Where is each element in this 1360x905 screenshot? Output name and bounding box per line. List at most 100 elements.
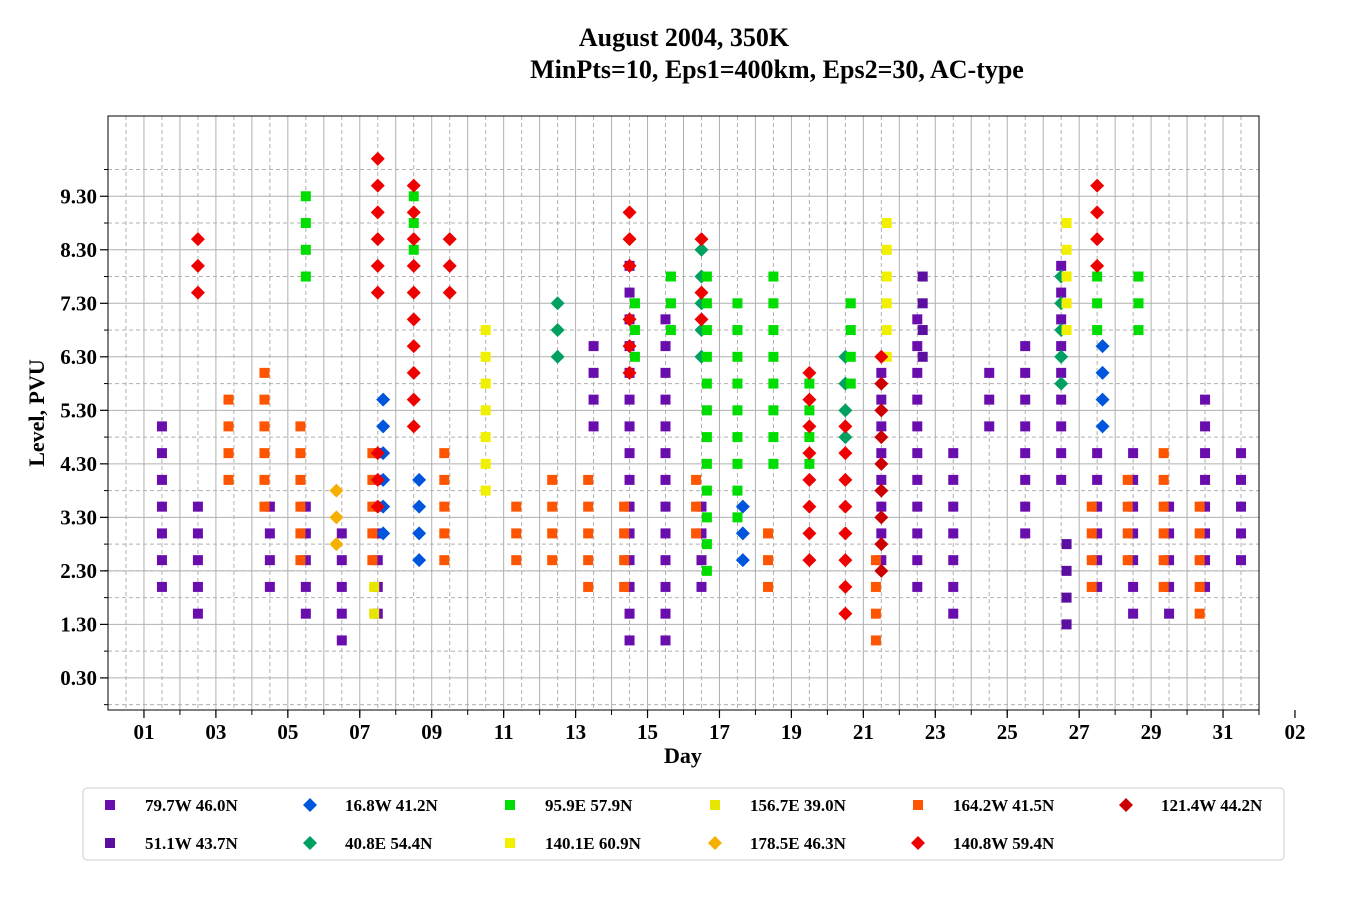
data-point: [480, 351, 491, 362]
data-point: [223, 448, 234, 459]
data-point: [223, 394, 234, 405]
data-point: [1086, 528, 1097, 539]
data-point: [696, 555, 707, 566]
data-point: [439, 501, 450, 512]
data-point: [264, 555, 275, 566]
data-point: [1061, 539, 1072, 550]
data-point: [660, 394, 671, 405]
data-point: [336, 528, 347, 539]
legend-marker: [505, 838, 515, 848]
data-point: [619, 501, 630, 512]
data-point: [874, 403, 889, 418]
data-point: [583, 581, 594, 592]
legend-marker: [913, 800, 923, 810]
data-point: [802, 446, 817, 461]
data-point: [912, 314, 923, 325]
data-point: [1020, 421, 1031, 432]
data-point: [1092, 474, 1103, 485]
data-point: [406, 205, 421, 220]
data-point: [838, 403, 853, 418]
data-point: [1095, 365, 1110, 380]
data-point: [511, 528, 522, 539]
data-point: [802, 472, 817, 487]
data-point: [406, 392, 421, 407]
chart-title-line2: MinPts=10, Eps1=400km, Eps2=30, AC-type: [530, 55, 1024, 84]
data-point: [336, 581, 347, 592]
data-point: [660, 367, 671, 378]
data-point: [295, 501, 306, 512]
data-point: [1056, 394, 1067, 405]
data-point: [701, 378, 712, 389]
x-tick-label: 07: [349, 720, 370, 744]
data-point: [1056, 314, 1067, 325]
data-point: [329, 483, 344, 498]
data-point: [1086, 555, 1097, 566]
data-point: [1095, 392, 1110, 407]
x-tick-label: 02: [1284, 720, 1305, 744]
data-point: [874, 483, 889, 498]
data-point: [912, 448, 923, 459]
data-point: [1090, 232, 1105, 247]
data-point: [804, 458, 815, 469]
data-point: [1128, 555, 1139, 566]
data-point: [1200, 581, 1211, 592]
data-point: [732, 485, 743, 496]
data-point: [295, 528, 306, 539]
data-point: [629, 325, 640, 336]
data-point: [912, 367, 923, 378]
data-point: [295, 448, 306, 459]
data-point: [874, 563, 889, 578]
data-point: [732, 378, 743, 389]
data-point: [412, 553, 427, 568]
legend-label: 164.2W 41.5N: [953, 796, 1055, 815]
data-point: [763, 528, 774, 539]
legend-marker: [505, 800, 515, 810]
legend: 79.7W 46.0N 16.8W 41.2N 95.9E 57.9N 156.7E …: [82, 787, 1285, 861]
data-point: [370, 258, 385, 273]
data-point: [694, 242, 709, 257]
data-point: [259, 421, 270, 432]
chart-title-line1: August 2004, 350K: [579, 23, 790, 52]
data-point: [732, 298, 743, 309]
data-point: [336, 635, 347, 646]
data-point: [948, 501, 959, 512]
x-tick-label: 25: [997, 720, 1018, 744]
legend-marker: [911, 836, 925, 850]
data-point: [876, 448, 887, 459]
data-point: [1200, 421, 1211, 432]
data-point: [1200, 474, 1211, 485]
data-point: [295, 474, 306, 485]
data-point: [406, 258, 421, 273]
data-point: [480, 405, 491, 416]
x-tick-label: 19: [781, 720, 802, 744]
data-point: [1158, 581, 1169, 592]
data-point: [917, 351, 928, 362]
data-point: [694, 232, 709, 247]
y-tick-label: 8.30: [60, 238, 97, 262]
x-tick-label: 03: [205, 720, 226, 744]
axis-ticks: 01 03 05 07 09 11 13 15 17 19 21 23 25 27 29 31 02 0.30 1.…: [60, 169, 1305, 744]
data-point: [1090, 205, 1105, 220]
data-point: [1056, 287, 1067, 298]
data-point: [223, 421, 234, 432]
data-point: [881, 271, 892, 282]
data-point: [1061, 592, 1072, 603]
data-point: [802, 526, 817, 541]
data-point: [1236, 555, 1247, 566]
data-point: [768, 298, 779, 309]
data-point: [624, 448, 635, 459]
data-point: [408, 218, 419, 229]
x-tick-label: 29: [1141, 720, 1162, 744]
data-point: [192, 581, 203, 592]
data-point: [665, 298, 676, 309]
data-point: [948, 448, 959, 459]
data-point: [406, 419, 421, 434]
data-point: [336, 608, 347, 619]
data-point: [1056, 448, 1067, 459]
legend-label: 140.8W 59.4N: [953, 834, 1055, 853]
data-point: [583, 474, 594, 485]
data-point: [329, 510, 344, 525]
data-point: [259, 367, 270, 378]
data-point: [406, 232, 421, 247]
